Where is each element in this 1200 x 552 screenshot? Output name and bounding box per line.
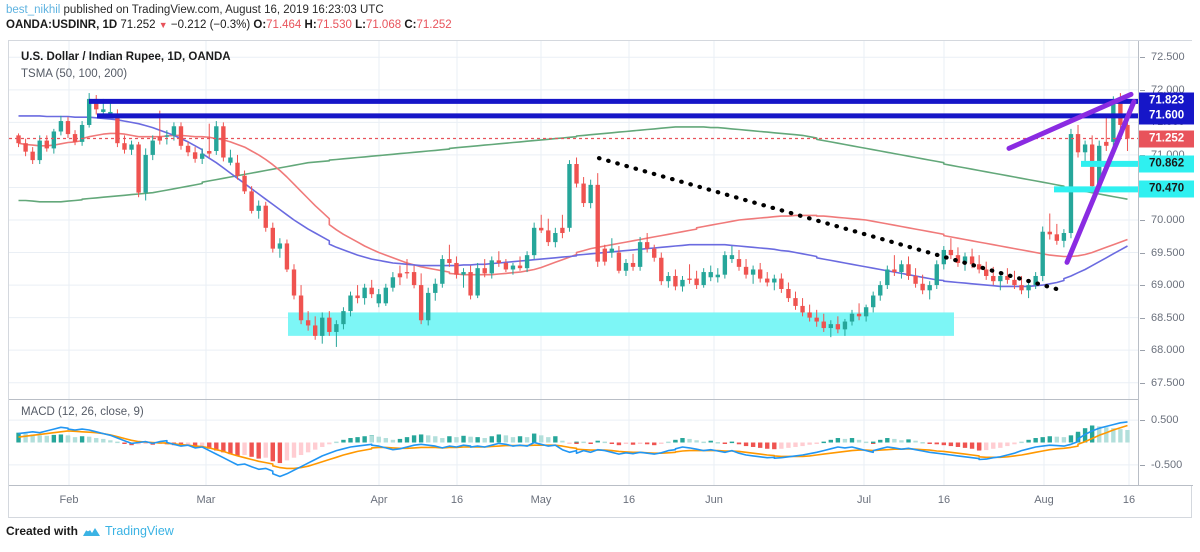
tradingview-logo-icon xyxy=(83,526,101,536)
high-value: 71.530 xyxy=(316,19,352,31)
macd-pane[interactable]: MACD (12, 26, close, 9) xyxy=(9,400,1138,485)
symbol-label[interactable]: OANDA:USDINR, 1D xyxy=(6,19,118,31)
change-down-icon: ▼ xyxy=(158,20,168,30)
price-pane-indicator-legend[interactable]: TSMA (50, 100, 200) xyxy=(21,68,128,80)
price-axis-label: 67.500 xyxy=(1151,376,1185,389)
macd-axis-tick xyxy=(1140,464,1145,466)
pane-divider xyxy=(9,399,1138,400)
price-axis-tick xyxy=(1140,57,1145,59)
price-tag-support[interactable]: 70.862 xyxy=(1139,155,1194,173)
tradingview-brand: TradingView xyxy=(105,524,174,538)
price-canvas[interactable] xyxy=(9,41,1138,399)
macd-axis-label: -0.500 xyxy=(1151,458,1183,471)
time-axis-label: Feb xyxy=(59,494,79,506)
low-value: 71.068 xyxy=(365,19,402,31)
price-tag-resistance[interactable]: 71.600 xyxy=(1139,107,1194,125)
price-tag-resistance[interactable]: 71.823 xyxy=(1139,92,1194,110)
macd-canvas[interactable] xyxy=(9,400,1138,485)
price-tag-support[interactable]: 70.470 xyxy=(1139,180,1194,198)
price-axis-label: 68.500 xyxy=(1151,311,1185,324)
price-axis-tick xyxy=(1140,89,1145,91)
time-axis-label: May xyxy=(530,494,552,506)
price-axis-tick xyxy=(1140,285,1145,287)
price-pane-title: U.S. Dollar / Indian Rupee, 1D, OANDA xyxy=(21,51,231,63)
footer-attribution: Created with TradingView xyxy=(6,524,174,538)
close-label: C: xyxy=(404,19,417,31)
price-axis-label: 72.000 xyxy=(1151,83,1185,96)
open-value: 71.464 xyxy=(266,19,302,31)
time-axis-label: Apr xyxy=(370,494,388,506)
last-price-value: 71.252 xyxy=(120,19,156,31)
chart-frame[interactable]: U.S. Dollar / Indian Rupee, 1D, OANDA TS… xyxy=(8,40,1194,518)
close-value: 71.252 xyxy=(416,19,452,31)
time-axis[interactable]: Feb Mar Apr 16 May 16 Jun Jul 16 Aug 16 xyxy=(9,485,1193,518)
macd-axis-tick xyxy=(1140,420,1145,422)
time-axis-label: Jun xyxy=(705,494,723,506)
time-axis-label: Mar xyxy=(196,494,216,506)
created-with-label: Created with xyxy=(6,524,79,538)
price-axis-label: 70.000 xyxy=(1151,214,1185,226)
publish-line: best_nikhil published on TradingView.com… xyxy=(6,3,906,18)
quote-line: OANDA:USDINR, 1D 71.252 ▼ −0.212 (−0.3%)… xyxy=(6,18,906,33)
low-label: L: xyxy=(355,19,366,31)
chart-header: best_nikhil published on TradingView.com… xyxy=(6,3,906,33)
price-axis-label: 69.000 xyxy=(1151,279,1185,292)
price-axis-tick xyxy=(1140,317,1145,319)
author-name[interactable]: best_nikhil xyxy=(6,4,61,16)
price-tag-last[interactable]: 71.252 xyxy=(1139,130,1194,147)
price-axis-label: 69.500 xyxy=(1151,246,1185,259)
time-axis-label: 16 xyxy=(1122,494,1136,506)
time-axis-label: Jul xyxy=(856,494,872,506)
price-axis-tick xyxy=(1140,220,1145,221)
price-axis-tick xyxy=(1140,350,1145,352)
price-axis-tick xyxy=(1140,252,1145,254)
price-pane[interactable]: U.S. Dollar / Indian Rupee, 1D, OANDA TS… xyxy=(9,41,1138,399)
macd-pane-title[interactable]: MACD (12, 26, close, 9) xyxy=(21,406,144,418)
price-axis-label: 72.500 xyxy=(1151,51,1185,64)
change-value: −0.212 (−0.3%) xyxy=(170,19,251,31)
publish-text: published on TradingView.com, August 16,… xyxy=(60,4,384,16)
price-axis-label: 68.000 xyxy=(1151,344,1185,357)
high-label: H: xyxy=(304,19,317,31)
time-axis-label: 16 xyxy=(450,494,464,506)
time-axis-label: 16 xyxy=(622,494,636,506)
time-axis-label: Aug xyxy=(1034,494,1054,506)
macd-axis-label: 0.500 xyxy=(1151,414,1179,427)
price-axis[interactable]: 72.50072.00071.50071.00070.50070.00069.5… xyxy=(1138,41,1194,485)
open-label: O: xyxy=(253,19,267,31)
time-axis-label: 16 xyxy=(937,494,951,506)
price-axis-tick xyxy=(1140,382,1145,384)
